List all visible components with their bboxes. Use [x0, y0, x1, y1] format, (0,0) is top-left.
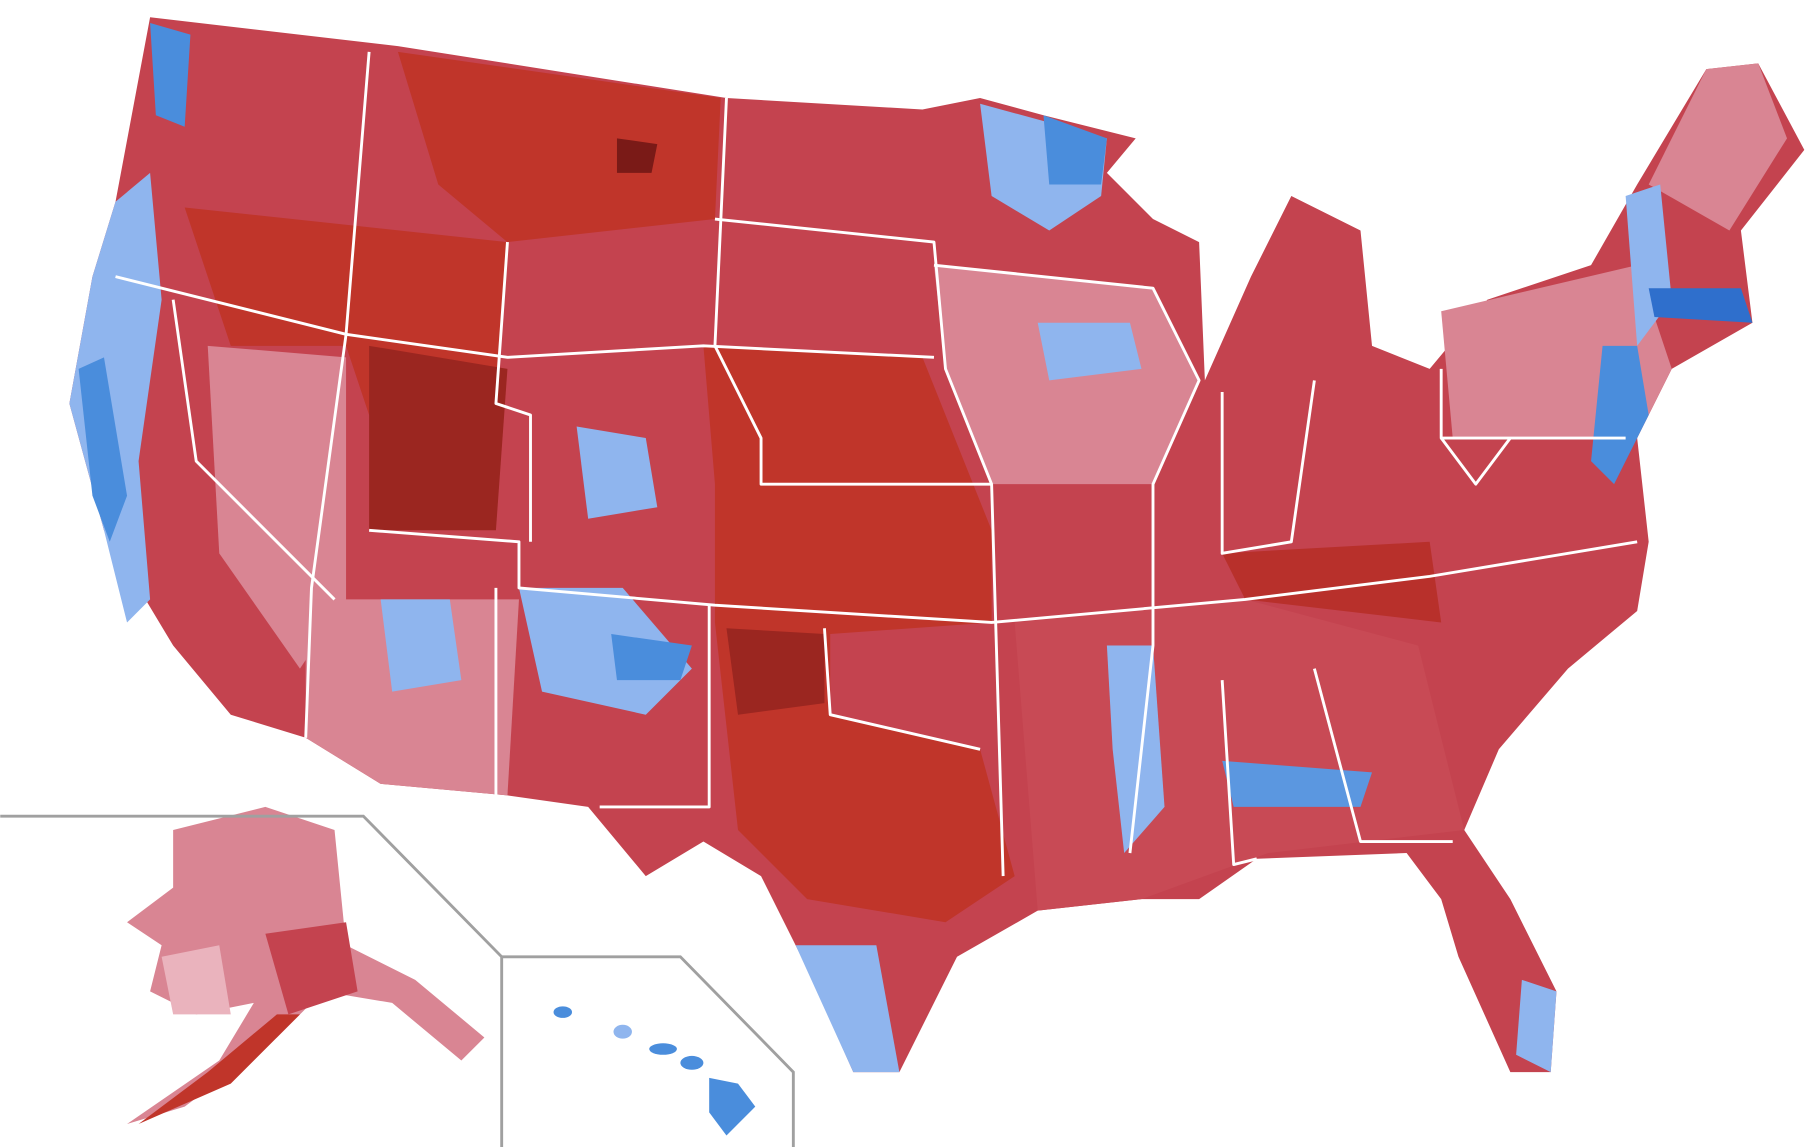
- island: [709, 1077, 756, 1136]
- new-mexico-blue: [518, 587, 692, 715]
- border: [713, 97, 992, 486]
- massachusetts-blue: [1648, 288, 1753, 323]
- border: [304, 51, 371, 738]
- border: [1220, 680, 1258, 867]
- border: [171, 299, 336, 601]
- border: [1312, 668, 1453, 843]
- border: [494, 241, 532, 542]
- southwest-light: [305, 599, 519, 796]
- corridor-blue: [1591, 345, 1649, 485]
- southwest-pale: [161, 945, 231, 1015]
- west-coast-blue: [69, 172, 162, 623]
- island: [553, 1006, 573, 1018]
- border: [599, 605, 711, 809]
- utah-dark: [616, 138, 658, 173]
- maine-light: [1648, 63, 1788, 231]
- border: [369, 528, 1638, 624]
- border: [714, 217, 1005, 877]
- wisconsin-blue: [1037, 322, 1142, 381]
- inset-frame: [0, 814, 504, 1147]
- contiguous-us: [69, 17, 1805, 1073]
- island: [680, 1055, 704, 1070]
- island: [649, 1043, 677, 1055]
- border: [823, 628, 981, 751]
- border: [933, 263, 1201, 854]
- chain-red: [138, 1014, 300, 1124]
- puget-blue: [150, 23, 191, 127]
- alaska: [127, 806, 485, 1124]
- colorado-blue: [576, 426, 658, 519]
- border: [1220, 380, 1316, 555]
- island: [613, 1024, 632, 1039]
- new-mexico-deep: [611, 634, 692, 681]
- montana-strong: [397, 51, 721, 243]
- delta-blue: [1106, 645, 1165, 854]
- inset-frame: [501, 955, 795, 1147]
- arrowhead-blue: [1043, 115, 1107, 185]
- plains-strong: [703, 345, 1015, 923]
- border: [115, 275, 935, 359]
- state-borders: [115, 51, 1638, 877]
- hawaii: [553, 1006, 756, 1136]
- south-texas-blue: [795, 945, 900, 1073]
- bay-area-blue: [78, 357, 128, 542]
- interior-red: [265, 922, 358, 1015]
- black-belt-blue: [1222, 760, 1373, 807]
- south-florida-blue: [1516, 979, 1557, 1073]
- border: [1440, 437, 1512, 486]
- plains-darkest: [726, 628, 825, 715]
- mountain-dark: [369, 345, 508, 531]
- arizona-blue: [380, 599, 462, 692]
- appalachia-strong: [1222, 541, 1442, 623]
